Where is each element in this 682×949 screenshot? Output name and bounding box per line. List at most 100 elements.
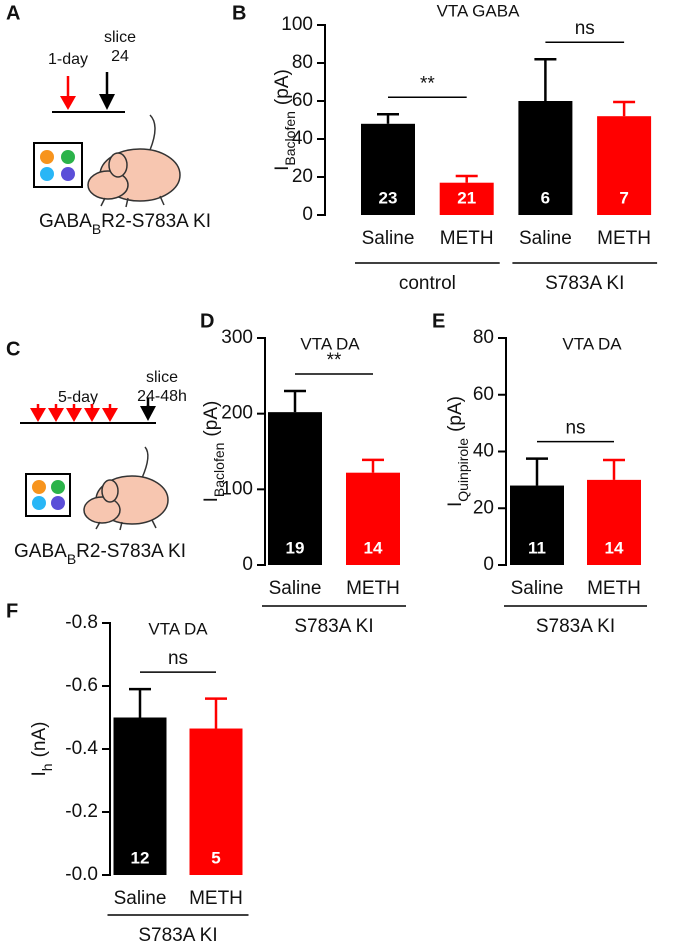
mouse [83,446,169,531]
y-tick-label: -0.0 [65,864,98,885]
y-tick-label: 0 [302,204,313,225]
n-label: 7 [619,188,628,207]
y-tick-label: -0.6 [65,675,98,696]
slice-label: slice [146,369,178,386]
x-tick-label: Saline [519,228,572,249]
panel-label: C [6,338,20,360]
significance-label: ns [168,648,188,669]
panel-label: E [432,310,445,332]
group-label: S783A KI [536,616,615,637]
genotype-text: GABA [14,541,67,562]
panel-label: F [6,600,18,622]
y-tick-label: 20 [292,166,313,187]
arrow-head [30,408,46,422]
bar [510,485,564,565]
dot [40,167,54,181]
n-label: 21 [457,188,476,207]
panel-label: D [200,310,214,332]
y-axis-label-unit: (pA) [445,396,466,432]
group-label: control [399,273,456,294]
x-tick-label: METH [597,228,651,249]
dot [40,150,54,164]
bar [587,479,641,565]
slice-label: slice [104,29,136,46]
dot [32,496,46,510]
x-tick-label: METH [189,888,243,909]
n-label: 19 [286,538,305,557]
arrows [30,404,118,422]
arrow-head [84,408,100,422]
schematic-c: 5-day slice 24-48h GABABR2-S783A KI [14,369,187,566]
dot [51,480,65,494]
bar [346,472,400,565]
genotype-text: R2-S783A KI [76,541,186,562]
genotype: GABABR2-S783A KI [39,211,211,237]
y-axis-label: IQuinpirole (pA) [445,396,471,507]
dot [61,150,75,164]
significance-label: ** [420,73,435,94]
y-axis-label-sub: Quinpirole [455,438,471,502]
bar [361,123,415,215]
y-axis-label: IBaclofen (pA) [201,401,227,503]
bar [189,728,243,875]
slice-time: 24 [111,48,129,65]
y-axis-label-main: I [201,497,222,502]
y-axis-label: IBaclofen (pA) [272,69,298,171]
significance-label: ** [327,350,342,371]
y-axis-label-sub: h [39,763,55,771]
n-label: 12 [131,848,150,867]
genotype-text: GABA [39,211,92,232]
x-tick-label: Saline [511,578,564,599]
bar [268,412,322,565]
n-label: 14 [364,538,383,557]
y-axis-label-unit: (nA) [29,722,50,758]
x-tick-label: METH [440,228,494,249]
y-tick-label: 60 [292,90,313,111]
chart-title: VTA GABA [437,1,520,20]
x-tick-label: METH [346,578,400,599]
day-label: 1-day [48,51,88,68]
y-tick-label: 40 [292,128,313,149]
y-tick-label: 0 [483,554,494,575]
bar [518,101,573,215]
x-tick-label: Saline [269,578,322,599]
schematic-a: 1-day slice 24 GABABR2-S783A KI [33,29,211,237]
mouse [87,114,181,208]
genotype: GABABR2-S783A KI [14,541,186,567]
arrow-head [140,406,156,421]
y-tick-label: 20 [473,497,494,518]
bar [597,116,652,215]
n-label: 6 [541,188,550,207]
bar [439,182,494,215]
y-tick-label: 60 [473,384,494,405]
group-label: S783A KI [138,925,217,946]
arrow-head [102,408,118,422]
y-tick-label: 300 [221,327,253,348]
n-label: 5 [211,848,220,867]
y-axis-label-sub: Baclofen [282,111,298,165]
group-label: S783A KI [294,616,373,637]
day-label: 5-day [58,389,98,406]
y-tick-label: 100 [221,478,253,499]
significance-label: ns [565,418,585,439]
dot [61,167,75,181]
group-label: S783A KI [545,273,624,294]
n-label: 14 [605,538,624,557]
y-tick-label: 80 [292,52,313,73]
y-tick-label: -0.2 [65,801,98,822]
y-tick-label: 0 [242,554,253,575]
y-tick-label: 40 [473,441,494,462]
genotype-sub: B [67,551,76,567]
x-tick-label: Saline [362,228,415,249]
x-tick-label: METH [587,578,641,599]
arrow-head [66,408,82,422]
y-tick-label: 100 [281,14,313,35]
y-axis-label: Ih (nA) [29,722,55,777]
genotype-sub: B [92,221,101,237]
dot [32,480,46,494]
bar [113,717,167,875]
y-axis-label-unit: (pA) [272,69,293,105]
genotype-text: R2-S783A KI [101,211,211,232]
